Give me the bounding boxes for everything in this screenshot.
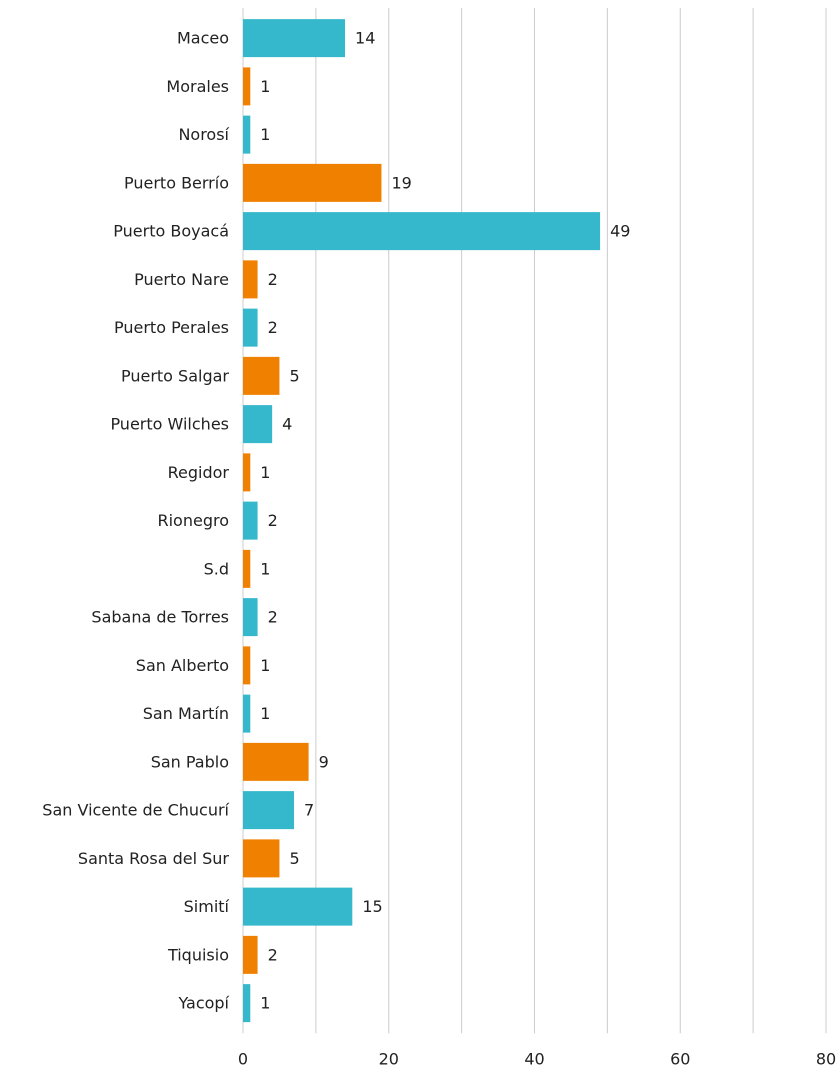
bar	[243, 742, 309, 781]
value-label: 14	[355, 29, 375, 48]
y-tick-label: Puerto Nare	[134, 270, 229, 289]
value-label: 1	[260, 994, 270, 1013]
value-label: 19	[391, 173, 411, 192]
value-label: 2	[268, 511, 278, 530]
bar	[243, 501, 258, 540]
bar	[243, 163, 382, 202]
y-tick-label: Maceo	[177, 29, 229, 48]
bar	[243, 887, 353, 926]
y-tick-label: Puerto Perales	[114, 318, 229, 337]
bar	[243, 260, 258, 299]
y-tick-label: Yacopí	[177, 994, 229, 1013]
bar	[243, 694, 251, 733]
bar	[243, 308, 258, 347]
bar	[243, 549, 251, 588]
y-tick-label: Norosí	[178, 125, 229, 144]
value-label: 1	[260, 125, 270, 144]
value-label: 1	[260, 77, 270, 96]
bar	[243, 356, 280, 395]
y-tick-label: Tiquisio	[167, 945, 229, 964]
value-label: 4	[282, 415, 292, 434]
value-label: 2	[268, 608, 278, 627]
y-tick-label: Santa Rosa del Sur	[78, 849, 230, 868]
x-tick-label: 80	[816, 1050, 836, 1069]
value-label: 15	[362, 897, 382, 916]
x-tick-label: 20	[379, 1050, 399, 1069]
bar	[243, 935, 258, 974]
x-tick-label: 60	[670, 1050, 690, 1069]
bar	[243, 19, 346, 58]
y-tick-label: Simití	[184, 897, 230, 916]
bar	[243, 405, 273, 444]
y-tick-label: S.d	[204, 559, 229, 578]
value-label: 7	[304, 801, 314, 820]
bar	[243, 212, 601, 251]
value-label: 9	[319, 752, 329, 771]
value-label: 2	[268, 945, 278, 964]
y-tick-label: Puerto Berrío	[124, 173, 229, 192]
x-tick-label: 0	[238, 1050, 248, 1069]
y-tick-label: San Pablo	[151, 752, 229, 771]
y-tick-label: Puerto Boyacá	[113, 222, 229, 241]
bar	[243, 984, 251, 1023]
value-label: 1	[260, 559, 270, 578]
y-tick-label: Puerto Salgar	[121, 366, 229, 385]
value-label: 49	[610, 222, 630, 241]
bar	[243, 453, 251, 492]
y-tick-label: San Vicente de Chucurí	[42, 801, 229, 820]
value-label: 1	[260, 463, 270, 482]
bar	[243, 115, 251, 154]
y-tick-label: Regidor	[168, 463, 230, 482]
y-tick-label: San Alberto	[136, 656, 229, 675]
y-tick-label: Puerto Wilches	[110, 415, 229, 434]
value-label: 1	[260, 704, 270, 723]
y-tick-label: Rionegro	[157, 511, 229, 530]
bar	[243, 598, 258, 637]
y-tick-label: San Martín	[143, 704, 229, 723]
value-label: 5	[289, 849, 299, 868]
value-label: 5	[289, 366, 299, 385]
value-label: 2	[268, 270, 278, 289]
y-tick-label: Sabana de Torres	[91, 608, 229, 627]
y-tick-label: Morales	[166, 77, 229, 96]
bar	[243, 67, 251, 106]
bar	[243, 839, 280, 878]
x-tick-label: 40	[524, 1050, 544, 1069]
bar	[243, 646, 251, 685]
value-label: 1	[260, 656, 270, 675]
bar	[243, 791, 295, 830]
value-label: 2	[268, 318, 278, 337]
